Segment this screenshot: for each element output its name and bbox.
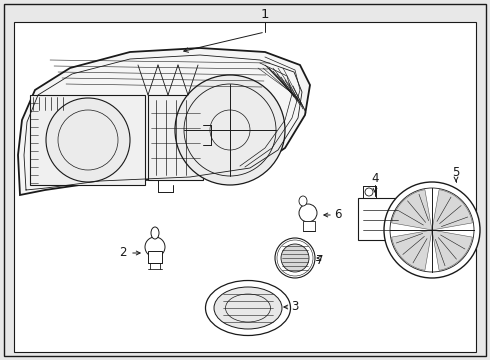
Text: 1: 1 xyxy=(261,8,269,21)
Text: 3: 3 xyxy=(292,301,299,314)
Circle shape xyxy=(175,75,285,185)
Polygon shape xyxy=(432,190,472,230)
Bar xyxy=(30,95,145,185)
Polygon shape xyxy=(392,190,432,230)
Circle shape xyxy=(384,182,480,278)
Text: 4: 4 xyxy=(371,171,379,184)
Polygon shape xyxy=(392,230,432,270)
Text: 5: 5 xyxy=(452,166,460,179)
Bar xyxy=(303,221,315,231)
Circle shape xyxy=(281,244,309,272)
Circle shape xyxy=(46,98,130,182)
Text: 2: 2 xyxy=(119,247,127,260)
Text: 7: 7 xyxy=(316,253,324,266)
Bar xyxy=(148,95,203,180)
Ellipse shape xyxy=(299,196,307,206)
Ellipse shape xyxy=(151,227,159,239)
Circle shape xyxy=(275,238,315,278)
Bar xyxy=(358,198,403,240)
Ellipse shape xyxy=(214,287,282,329)
Bar xyxy=(148,251,162,263)
Circle shape xyxy=(145,237,165,257)
Circle shape xyxy=(299,204,317,222)
Polygon shape xyxy=(18,48,310,195)
Text: 6: 6 xyxy=(334,208,342,221)
Polygon shape xyxy=(432,230,472,270)
Ellipse shape xyxy=(205,280,291,336)
